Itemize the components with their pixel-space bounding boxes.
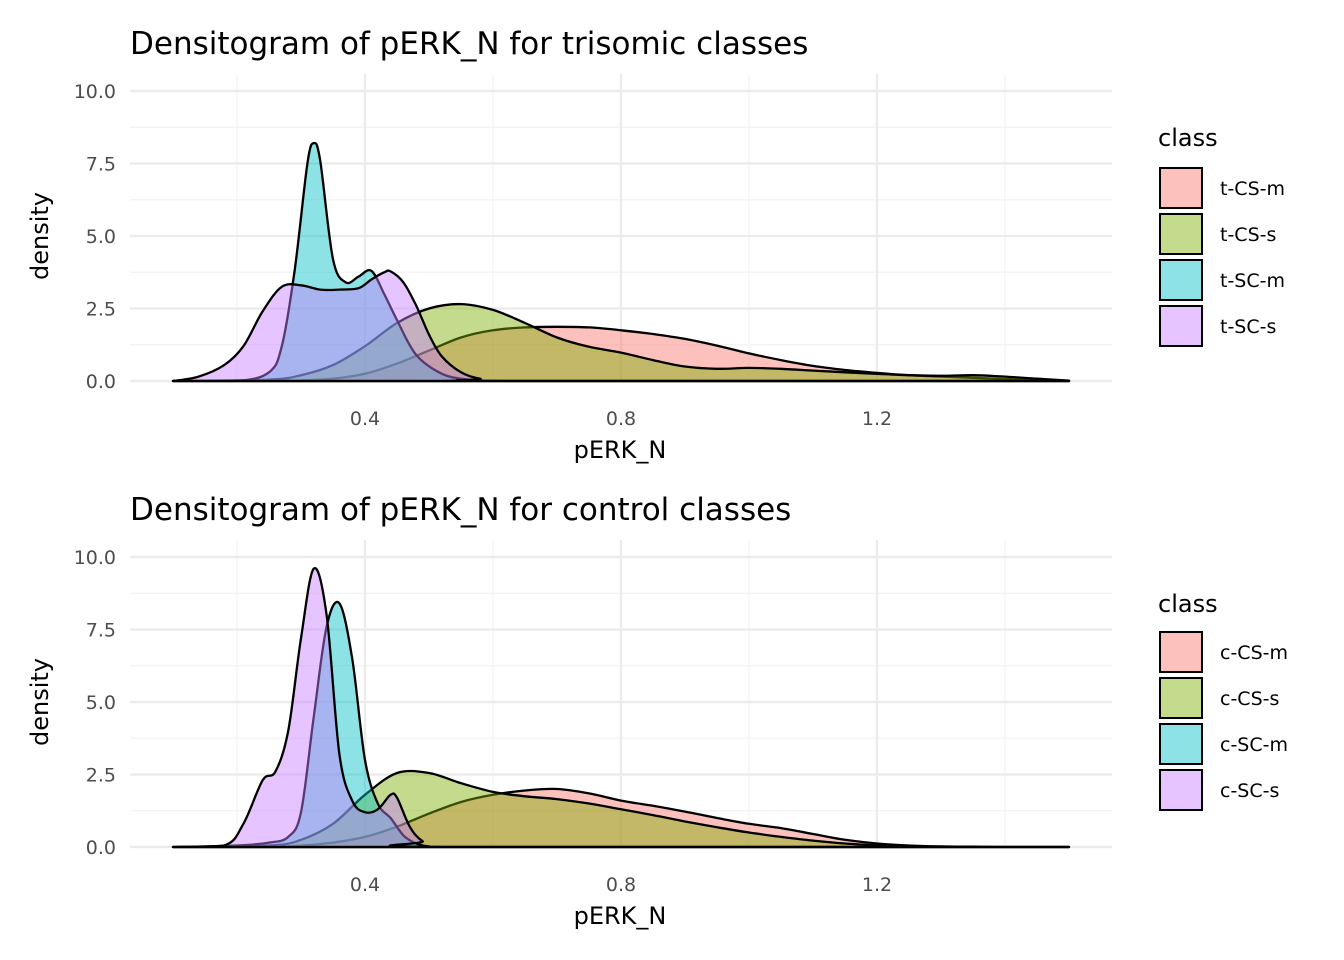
x-tick-label: 0.4	[350, 874, 380, 896]
y-tick-label: 2.5	[86, 299, 116, 321]
y-axis-ticks: 0.0 2.5 5.0 7.5 10.0	[74, 81, 116, 393]
x-axis-ticks: 0.4 0.8 1.2	[350, 874, 892, 896]
legend-key-c-CS-s	[1159, 677, 1203, 719]
y-tick-label: 10.0	[74, 81, 116, 103]
legend-label: t-CS-s	[1220, 224, 1276, 246]
y-tick-label: 2.5	[86, 765, 116, 787]
legend-label: c-CS-s	[1220, 688, 1279, 710]
legend-title: class	[1158, 124, 1218, 152]
x-axis-ticks: 0.4 0.8 1.2	[350, 408, 892, 430]
control-density-panel: Densitogram of pERK_N for control classe…	[26, 492, 1288, 930]
y-axis-ticks: 0.0 2.5 5.0 7.5 10.0	[74, 547, 116, 859]
density-areas	[171, 567, 1071, 849]
legend-label: t-SC-s	[1220, 316, 1276, 338]
legend-key-c-SC-m	[1159, 723, 1203, 765]
legend: class c-CS-m c-CS-s c-SC-m c-SC-s	[1158, 590, 1288, 811]
legend: class t-CS-m t-CS-s t-SC-m t-SC-s	[1158, 124, 1285, 347]
x-tick-label: 0.8	[606, 408, 636, 430]
x-tick-label: 1.2	[862, 874, 892, 896]
legend-label: c-CS-m	[1220, 642, 1288, 664]
legend-label: t-CS-m	[1220, 178, 1285, 200]
x-axis-title: pERK_N	[574, 436, 667, 464]
legend-title: class	[1158, 590, 1218, 618]
y-tick-label: 7.5	[86, 620, 116, 642]
y-tick-label: 10.0	[74, 547, 116, 569]
legend-key-c-SC-s	[1159, 769, 1203, 811]
y-axis-title: density	[26, 658, 54, 746]
chart-title: Densitogram of pERK_N for control classe…	[130, 492, 791, 528]
y-tick-label: 0.0	[86, 371, 116, 393]
legend-key-t-CS-s	[1159, 213, 1203, 255]
legend-key-t-SC-m	[1159, 259, 1203, 301]
y-axis-title: density	[26, 192, 54, 280]
density-area-t-CS-s	[171, 302, 1071, 383]
legend-label: c-SC-m	[1220, 734, 1288, 756]
y-tick-label: 0.0	[86, 837, 116, 859]
x-tick-label: 0.8	[606, 874, 636, 896]
legend-label: c-SC-s	[1220, 780, 1279, 802]
y-tick-label: 5.0	[86, 692, 116, 714]
x-axis-title: pERK_N	[574, 902, 667, 930]
legend-key-c-CS-m	[1159, 631, 1203, 673]
legend-key-t-CS-m	[1159, 167, 1203, 209]
x-tick-label: 1.2	[862, 408, 892, 430]
legend-label: t-SC-m	[1220, 270, 1285, 292]
x-tick-label: 0.4	[350, 408, 380, 430]
legend-items: t-CS-m t-CS-s t-SC-m t-SC-s	[1159, 167, 1285, 347]
legend-key-t-SC-s	[1159, 305, 1203, 347]
legend-items: c-CS-m c-CS-s c-SC-m c-SC-s	[1159, 631, 1288, 811]
density-area-c-SC-s	[171, 567, 1071, 849]
density-areas	[171, 141, 1071, 383]
chart-title: Densitogram of pERK_N for trisomic class…	[130, 26, 808, 62]
trisomic-density-panel: Densitogram of pERK_N for trisomic class…	[26, 26, 1285, 464]
y-tick-label: 5.0	[86, 226, 116, 248]
density-area-t-SC-s	[171, 269, 1071, 383]
y-tick-label: 7.5	[86, 154, 116, 176]
